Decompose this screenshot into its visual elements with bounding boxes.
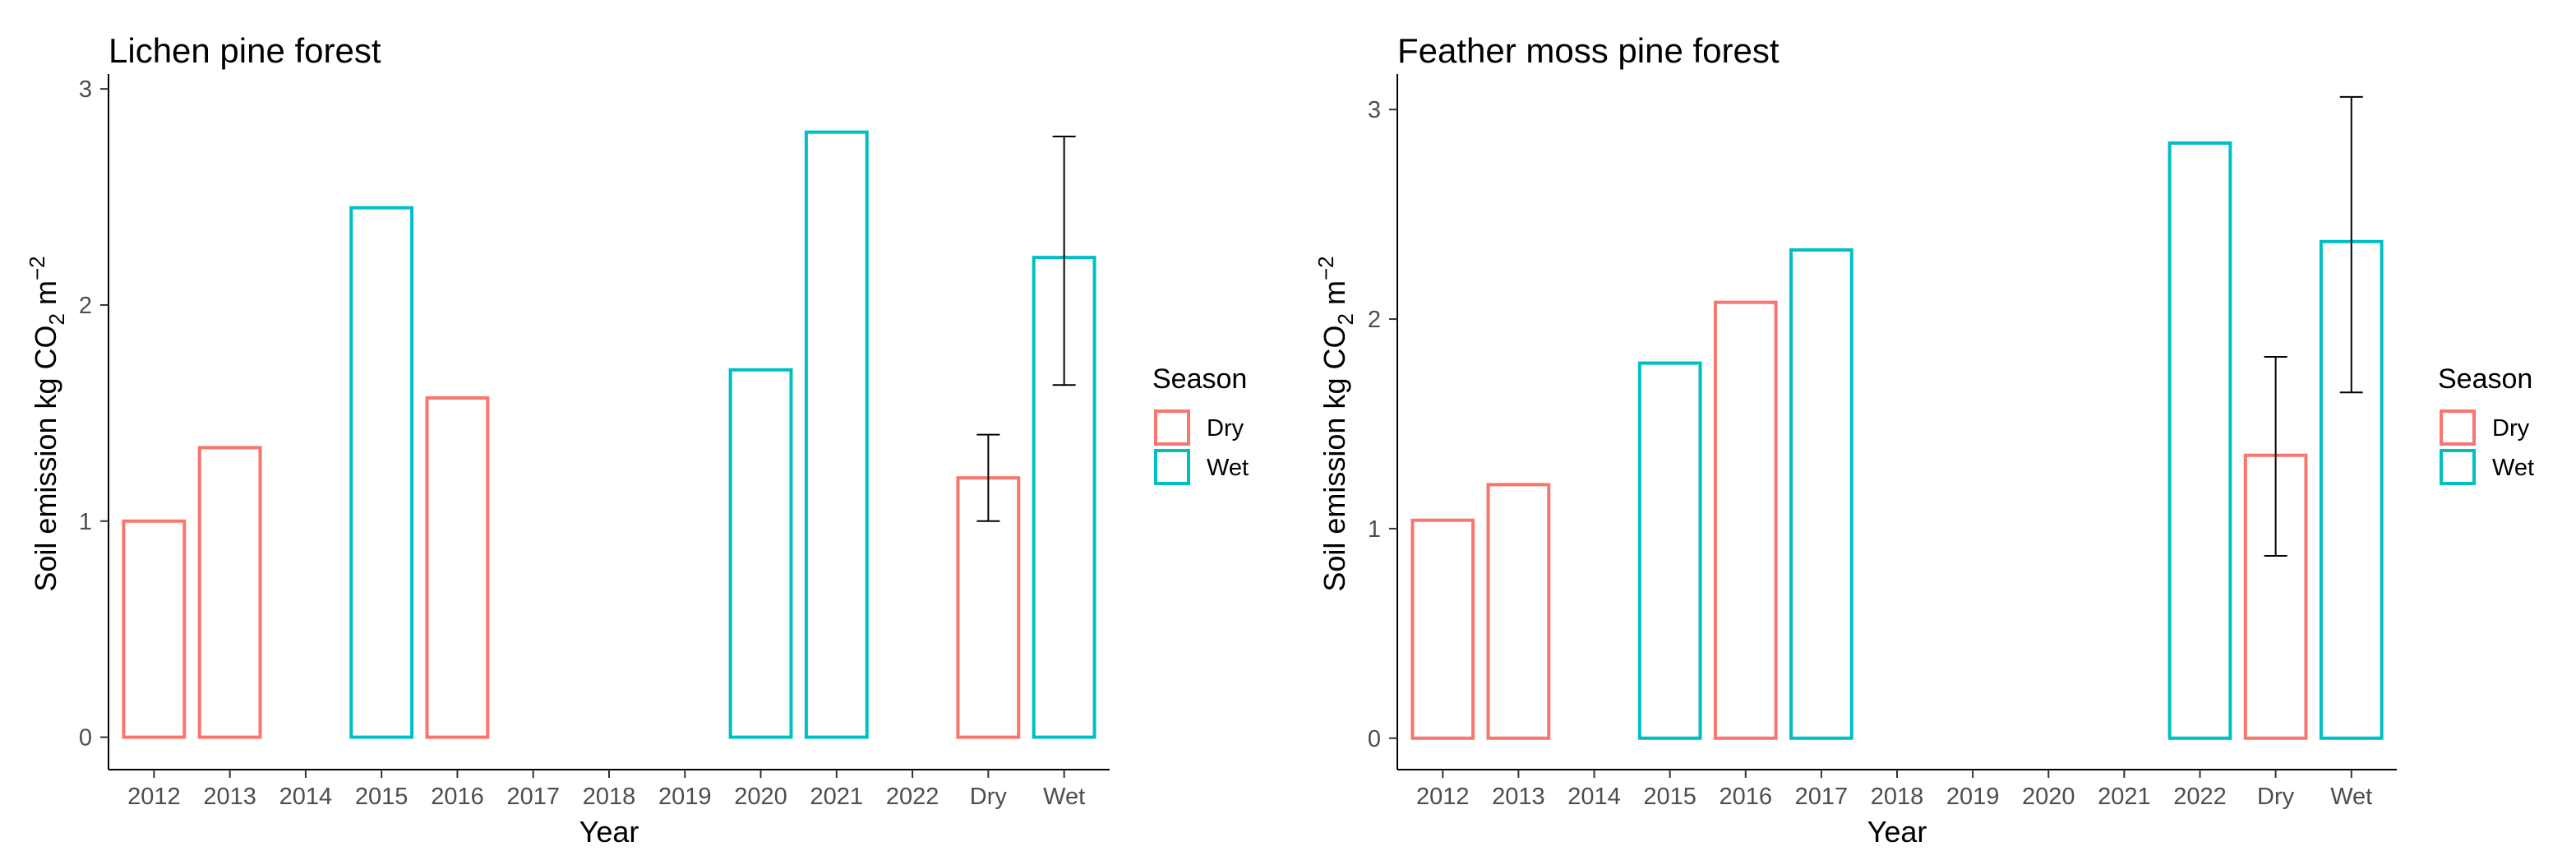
legend-label-dry: Dry xyxy=(1207,415,1244,442)
y-tick-label: 0 xyxy=(79,725,92,752)
bar-2016 xyxy=(1713,300,1778,740)
x-tick-label: 2019 xyxy=(1946,784,2000,810)
bar-2016 xyxy=(425,395,490,739)
legend-label-wet: Wet xyxy=(2492,455,2534,481)
chart-title: Lichen pine forest xyxy=(108,31,381,70)
y-tick-label: 3 xyxy=(1368,97,1381,123)
y-axis-title-main: Soil emission kg CO xyxy=(1318,326,1351,592)
x-tick-label: Wet xyxy=(1043,784,1085,810)
x-tick-label: 2016 xyxy=(1719,784,1772,810)
x-tick-label: 2013 xyxy=(203,784,256,810)
y-axis-title-subscript: 2 xyxy=(1333,313,1358,325)
legend-title: Season xyxy=(1152,363,1247,395)
x-tick-label: 2021 xyxy=(2098,784,2151,810)
x-axis-title: Year xyxy=(1867,815,1927,849)
legend-title: Season xyxy=(2438,363,2532,395)
x-tick-label: 2018 xyxy=(583,784,636,810)
x-tick-label: 2014 xyxy=(1567,784,1621,810)
x-tick-label: 2017 xyxy=(1795,784,1849,810)
x-tick-label: 2015 xyxy=(1643,784,1697,810)
y-axis-title-superscript: −2 xyxy=(25,256,49,280)
x-tick-label: Dry xyxy=(2257,784,2295,810)
y-tick-label: 2 xyxy=(1368,307,1381,333)
bar-2012 xyxy=(1410,518,1475,740)
legend-key-wet xyxy=(2440,449,2476,485)
y-axis-title: Soil emission kg CO2 m−2 xyxy=(25,256,69,591)
x-tick-label: 2012 xyxy=(127,784,181,810)
x-tick-label: 2022 xyxy=(2173,784,2227,810)
y-axis-title-main: Soil emission kg CO xyxy=(29,326,62,592)
y-axis-title-subscript: 2 xyxy=(44,313,69,325)
y-tick-label: 0 xyxy=(1368,726,1381,752)
x-tick-label: 2017 xyxy=(506,784,560,810)
bar-2015 xyxy=(1637,361,1702,740)
x-tick-label: 2013 xyxy=(1492,784,1545,810)
x-axis-title: Year xyxy=(579,815,639,849)
x-tick-label: 2012 xyxy=(1416,784,1470,810)
x-tick-label: 2016 xyxy=(431,784,484,810)
x-tick-label: 2021 xyxy=(810,784,864,810)
bar-2013 xyxy=(197,446,262,739)
bar-2022 xyxy=(2167,141,2232,740)
panel-feather-moss-pine-forest: Feather moss pine forest 0 1 2 3 2012 2013 2014… xyxy=(1313,31,2534,849)
bar-2017 xyxy=(1789,247,1854,740)
legend-key-dry xyxy=(2440,409,2476,446)
panel-lichen-pine-forest: Lichen pine forest 0 1 2 3 2012 2013 2014 2015 20… xyxy=(25,31,1249,849)
y-axis-title: Soil emission kg CO2 m−2 xyxy=(1313,256,1358,591)
legend: Season Dry Wet xyxy=(2438,363,2534,485)
legend: Season Dry Wet xyxy=(1152,363,1249,485)
legend-key-dry xyxy=(1154,409,1190,446)
x-tick-label: 2015 xyxy=(355,784,409,810)
y-tick-label: 2 xyxy=(79,293,92,319)
legend-label-wet: Wet xyxy=(1207,455,1249,481)
x-tick-label: 2022 xyxy=(886,784,939,810)
y-tick-label: 1 xyxy=(79,509,92,535)
y-tick-label: 3 xyxy=(79,76,92,103)
y-axis-title-unit: m xyxy=(1318,280,1351,313)
bar-2012 xyxy=(122,519,187,739)
bar-2015 xyxy=(349,206,414,739)
x-tick-label: Wet xyxy=(2330,784,2372,810)
bar-2013 xyxy=(1486,483,1551,740)
x-tick-label: Dry xyxy=(970,784,1008,810)
bar-2020 xyxy=(728,368,793,739)
y-axis-title-superscript: −2 xyxy=(1313,256,1338,280)
x-tick-label: 2014 xyxy=(279,784,333,810)
legend-key-wet xyxy=(1154,449,1190,485)
x-tick-label: 2020 xyxy=(2022,784,2075,810)
y-axis-title-unit: m xyxy=(29,280,62,313)
x-tick-label: 2018 xyxy=(1871,784,1924,810)
legend-label-dry: Dry xyxy=(2492,415,2530,442)
x-tick-label: 2020 xyxy=(734,784,787,810)
bar-2021 xyxy=(804,130,869,739)
y-tick-label: 1 xyxy=(1368,516,1381,543)
x-tick-label: 2019 xyxy=(658,784,712,810)
chart-title: Feather moss pine forest xyxy=(1397,31,1780,70)
